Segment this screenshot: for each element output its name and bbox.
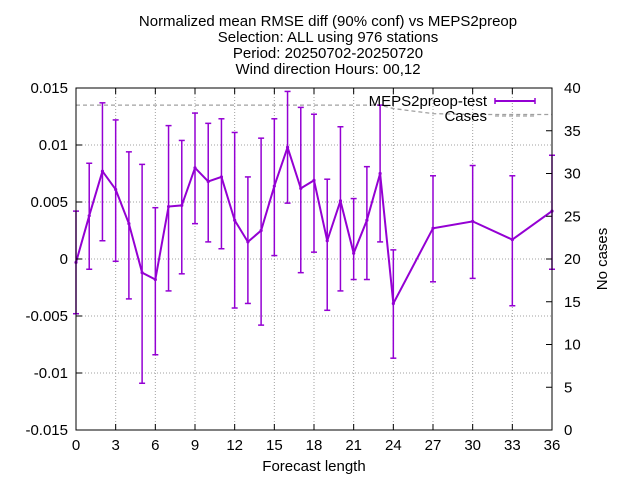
axes: 0 3 6 9 12 15 18 21 24 27 30 33 36-0.015-0.01-0.0050… (25, 80, 580, 454)
data-point (153, 277, 157, 282)
title-line-4: Wind direction Hours: 00,12 (235, 61, 420, 78)
data-point (166, 204, 171, 209)
data-point (365, 218, 369, 222)
data-point (285, 145, 290, 149)
legend-label-meps2preop-test: MEPS2preop-test (369, 93, 488, 110)
y2-tick-label: 35 (564, 123, 581, 140)
x-tick-label: 3 (111, 437, 119, 454)
x-axis-label: Forecast length (262, 458, 365, 475)
y2-tick-label: 30 (564, 166, 581, 183)
y-tick-label: 0.015 (30, 80, 68, 97)
data-point (100, 169, 105, 173)
y-tick-label: 0.005 (30, 194, 68, 211)
x-tick-label: 33 (504, 437, 521, 454)
y-tick-label: -0.005 (25, 308, 68, 325)
x-tick-label: 24 (385, 437, 402, 454)
cases-series (76, 104, 552, 116)
x-tick-label: 9 (191, 437, 199, 454)
legend-label-cases: Cases (444, 108, 487, 125)
data-point (325, 239, 329, 243)
y2-tick-label: 15 (564, 294, 581, 311)
data-point (206, 179, 210, 184)
title-line-2: Selection: ALL using 976 stations (218, 29, 438, 46)
x-tick-label: 21 (345, 437, 362, 454)
title-line-3: Period: 20250702-20250720 (233, 45, 423, 62)
error-bar (311, 113, 317, 253)
y-tick-label: -0.015 (25, 422, 68, 439)
data-point (87, 214, 91, 218)
data-point (510, 238, 514, 242)
x-tick-label: 36 (544, 437, 561, 454)
data-point (471, 219, 475, 223)
data-point (233, 218, 237, 222)
cases-line (76, 104, 552, 116)
error-bar (152, 206, 159, 356)
data-point (391, 301, 395, 306)
x-tick-label: 12 (226, 437, 243, 454)
error-bar (165, 124, 172, 292)
legend: MEPS2preop-test Cases (369, 93, 536, 125)
x-tick-label: 15 (266, 437, 283, 454)
data-point (338, 199, 343, 203)
data-point (378, 171, 382, 176)
y2-tick-label: 5 (564, 379, 572, 396)
error-bar (324, 178, 331, 312)
data-point (259, 228, 263, 233)
error-bar (218, 118, 225, 250)
data-point (299, 186, 303, 190)
data-point (140, 271, 144, 275)
y-tick-label: 0 (60, 251, 68, 268)
y2-tick-label: 10 (564, 337, 581, 354)
error-bar (125, 151, 132, 300)
data-point (352, 251, 356, 255)
data-point (246, 240, 250, 244)
data-point (312, 178, 316, 182)
x-tick-label: 27 (425, 437, 442, 454)
data-point (272, 184, 276, 188)
data-point (219, 175, 224, 179)
y2-tick-label: 25 (564, 208, 581, 225)
error-bar (244, 176, 251, 305)
x-tick-label: 0 (72, 437, 80, 454)
error-bar (178, 139, 185, 275)
y-tick-label: -0.01 (34, 365, 68, 382)
y2-tick-label: 40 (564, 80, 581, 97)
data-point (431, 226, 435, 230)
y-tick-label: 0.01 (39, 137, 68, 154)
chart-title: Normalized mean RMSE diff (90% conf) vs … (139, 13, 517, 78)
error-bar (297, 106, 304, 274)
data-point (193, 166, 197, 170)
title-line-1: Normalized mean RMSE diff (90% conf) vs … (139, 13, 517, 30)
y2-tick-label: 20 (564, 251, 581, 268)
error-bar (350, 197, 357, 281)
data-point (180, 203, 184, 208)
y2-tick-label: 0 (564, 422, 572, 439)
x-tick-label: 30 (464, 437, 481, 454)
meps2preop-test-series (73, 90, 555, 385)
error-bar (363, 165, 370, 281)
y2-axis-label: No cases (594, 228, 611, 291)
data-point (127, 222, 131, 226)
data-point (114, 187, 118, 192)
legend-sample-meps2preop-test (494, 98, 536, 104)
x-tick-label: 6 (151, 437, 159, 454)
error-bar (337, 126, 344, 292)
x-tick-label: 18 (306, 437, 323, 454)
